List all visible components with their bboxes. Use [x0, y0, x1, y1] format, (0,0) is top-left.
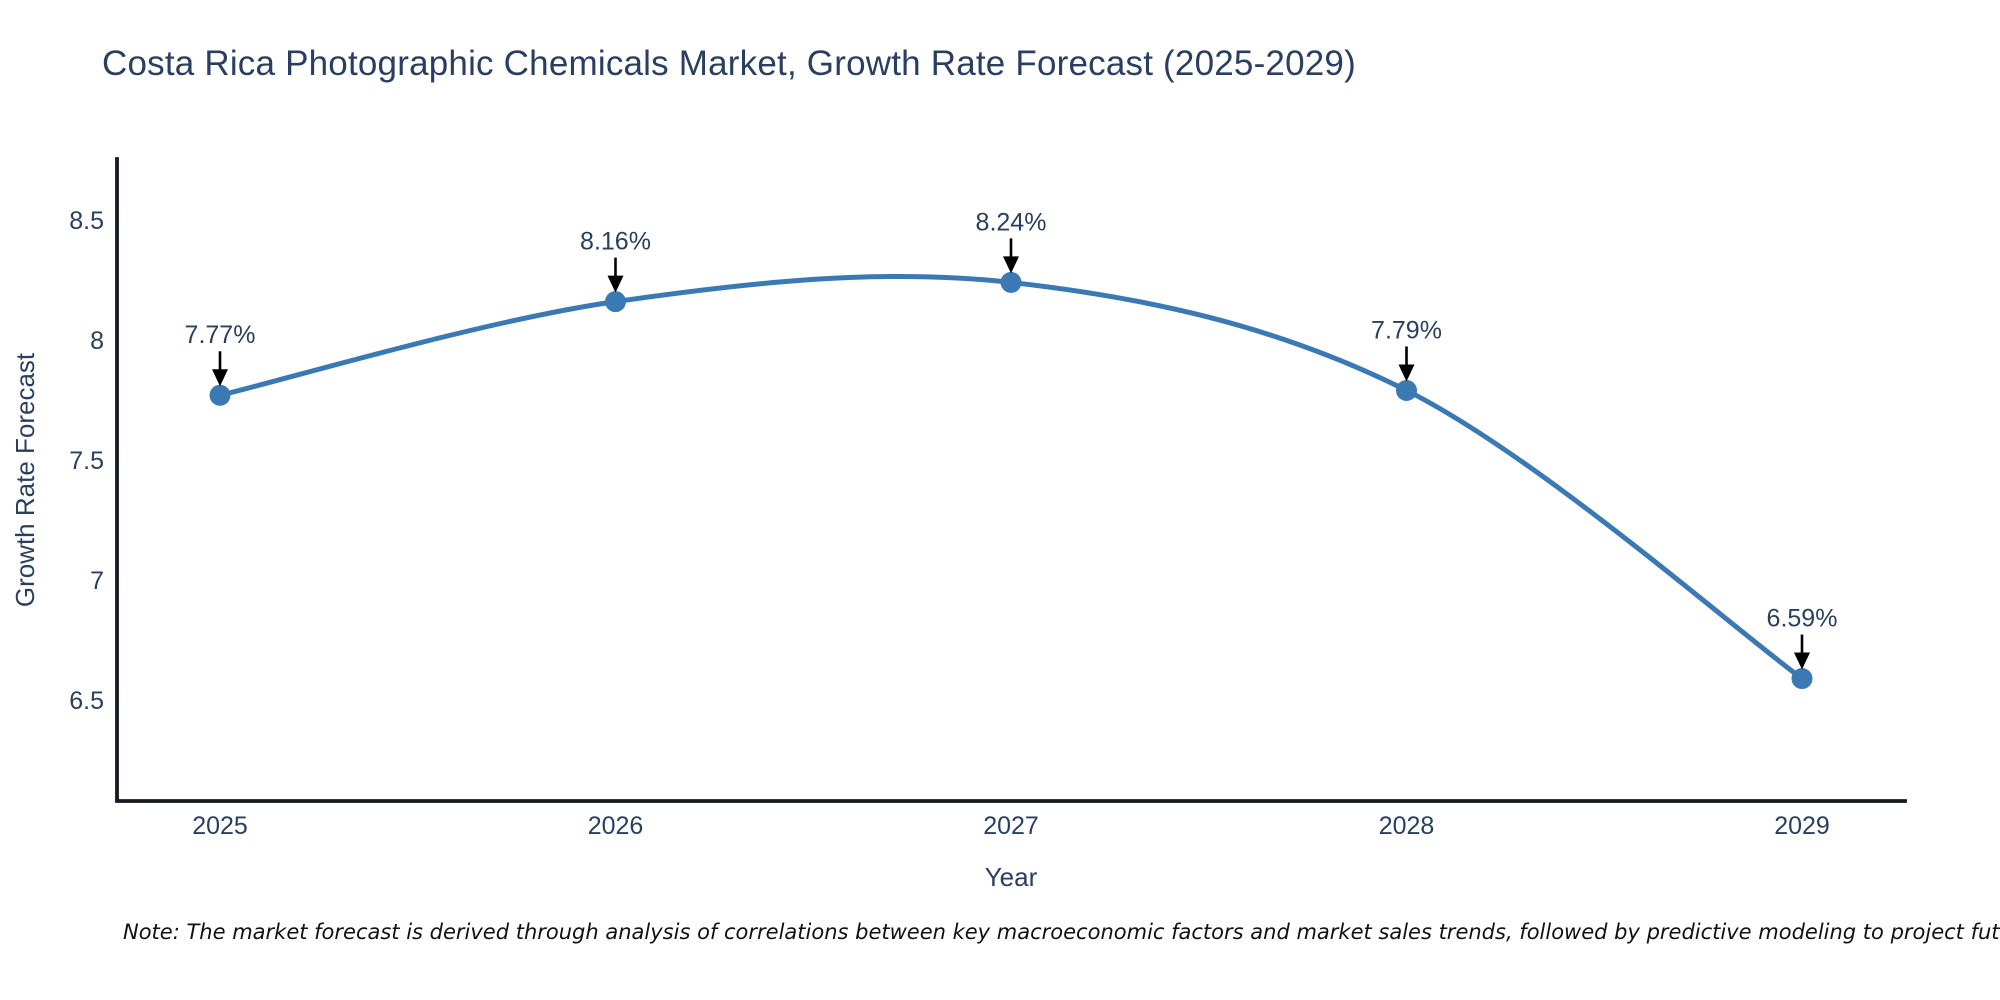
annotation-arrow-head [1003, 256, 1019, 274]
data-point-marker [605, 291, 626, 313]
data-point-marker [1000, 271, 1022, 293]
annotation-arrow-head [607, 275, 624, 293]
x-tick-label: 2028 [1379, 812, 1435, 840]
x-axis-title: Year [985, 862, 1038, 892]
line-series [217, 273, 1805, 682]
point-annotation: 8.24% [976, 208, 1047, 236]
y-tick-label: 8.5 [69, 207, 104, 235]
y-tick-label: 6.5 [69, 687, 104, 715]
data-point-marker [1396, 379, 1417, 401]
point-annotation: 7.77% [185, 321, 256, 349]
axis-lines [115, 157, 1907, 803]
point-annotation: 7.79% [1371, 316, 1442, 344]
annotation-arrow-head [212, 369, 228, 387]
x-tick-label: 2029 [1774, 812, 1830, 840]
plot-layer: 8.5 8 7.5 7 6.5 2025 2026 2027 2028 2029 7.77% 8.16… [69, 157, 1907, 840]
point-annotation: 6.59% [1767, 605, 1838, 633]
y-axis-title: Growth Rate Forecast [10, 352, 40, 607]
y-tick-label: 7 [90, 567, 104, 595]
y-tick-label: 7.5 [69, 447, 104, 475]
data-point-marker [1791, 668, 1813, 690]
annotation-arrow-head [1398, 364, 1415, 382]
data-point-marker [209, 384, 231, 406]
chart-title: Costa Rica Photographic Chemicals Market… [102, 44, 1356, 83]
x-tick-label: 2026 [588, 812, 644, 840]
footnote: Note: The market forecast is derived thr… [123, 920, 2000, 944]
x-tick-label: 2027 [983, 812, 1039, 840]
y-tick-label: 8 [90, 327, 104, 355]
x-tick-label: 2025 [192, 812, 248, 840]
point-annotation: 8.16% [580, 228, 651, 256]
annotation-arrow-head [1794, 652, 1810, 670]
